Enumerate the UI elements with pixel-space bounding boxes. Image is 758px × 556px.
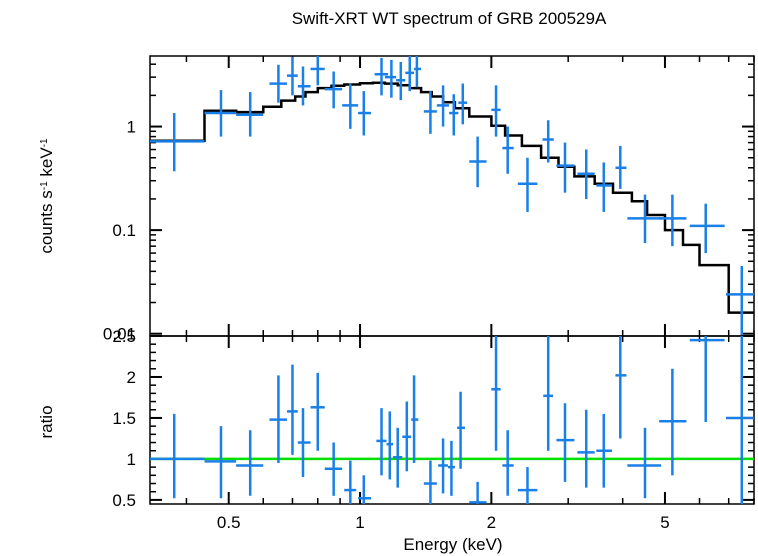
data-point: [556, 142, 575, 193]
ratio-point: [517, 467, 538, 504]
data-point: [458, 83, 468, 125]
ratio-point: [502, 430, 514, 496]
ratio-point: [269, 375, 287, 464]
data-point: [358, 91, 372, 136]
ratio-point: [204, 426, 237, 499]
data-point: [204, 90, 237, 137]
y-label-exp1: -1: [39, 181, 50, 190]
x-tick-label: 2: [487, 513, 496, 532]
ratio-point: [491, 336, 501, 451]
data-point: [542, 120, 554, 163]
data-point: [374, 57, 389, 96]
spectrum-y-axis-label: counts s-1 keV-1: [37, 138, 56, 254]
y-tick-label: 0.1: [112, 221, 136, 240]
x-tick-label: 5: [660, 513, 669, 532]
y-tick-label: 0.5: [112, 491, 136, 510]
x-axis-label: Energy (keV): [403, 535, 502, 554]
ratio-point: [376, 408, 387, 476]
ratio-point: [402, 401, 412, 472]
data-point: [615, 145, 627, 189]
data-point: [502, 126, 514, 174]
data-point: [689, 203, 725, 254]
data-point: [725, 266, 754, 336]
ratio-point: [411, 375, 419, 464]
data-point: [236, 92, 264, 137]
data-point: [627, 194, 662, 244]
ratio-point: [689, 336, 725, 423]
data-point: [405, 56, 415, 92]
data-point: [297, 66, 311, 106]
ratio-panel: 0.5 1 1.5 2 2.5 0.5 1 2 5 ratio Energy (keV): [37, 327, 755, 554]
data-point: [449, 94, 459, 136]
ratio-point: [150, 413, 205, 499]
ratio-point: [297, 408, 311, 477]
y-tick-label: 1.5: [112, 409, 136, 428]
data-point: [469, 136, 487, 188]
data-point: [436, 85, 450, 127]
y-tick-label: 1: [127, 450, 136, 469]
data-point: [491, 85, 501, 137]
ratio-point: [457, 391, 465, 469]
ratio-point: [358, 475, 372, 504]
data-point: [659, 194, 687, 247]
data-point: [286, 56, 298, 96]
data-point: [150, 113, 205, 172]
ratio-plot-frame: [149, 335, 755, 505]
data-point: [324, 71, 343, 109]
ratio-point: [438, 438, 448, 494]
data-point: [423, 91, 437, 134]
ratio-point: [659, 368, 687, 476]
ratio-point: [310, 372, 325, 451]
spectrum-axis-ticks: [150, 56, 755, 336]
ratio-point: [469, 481, 487, 504]
y-label-exp2: -1: [39, 138, 50, 147]
ratio-point: [423, 460, 437, 504]
ratio-point: [286, 364, 298, 455]
ratio-point: [543, 336, 554, 451]
y-tick-label: 1: [127, 118, 136, 137]
data-point: [396, 62, 406, 101]
ratio-x-tick-labels: 0.5 1 2 5: [217, 513, 670, 532]
ratio-point: [392, 427, 403, 488]
spectrum-y-tick-labels: 0.01 0.1 1: [103, 118, 136, 344]
ratio-point: [344, 460, 357, 504]
model-step-line: [150, 81, 754, 314]
x-tick-label: 0.5: [217, 513, 241, 532]
chart-title: Swift-XRT WT spectrum of GRB 200529A: [292, 9, 607, 28]
ratio-y-axis-label: ratio: [37, 405, 56, 438]
spectrum-data-points: [150, 56, 754, 336]
ratio-point: [386, 411, 393, 480]
ratio-point: [725, 336, 754, 504]
data-point: [269, 64, 287, 103]
ratio-point: [596, 413, 612, 488]
ratio-point: [324, 442, 343, 496]
ratio-point: [447, 440, 455, 496]
y-label-mid: keV: [37, 147, 56, 182]
ratio-data-points: [150, 336, 754, 504]
spectrum-model: [150, 81, 754, 314]
ratio-point: [627, 427, 662, 499]
ratio-y-tick-labels: 0.5 1 1.5 2 2.5: [112, 327, 136, 510]
ratio-point: [236, 430, 264, 496]
spectrum-plot-frame: [149, 55, 755, 337]
y-tick-label: 2: [127, 368, 136, 387]
y-tick-label: 2.5: [112, 327, 136, 346]
ratio-point: [577, 409, 595, 488]
data-point: [577, 149, 595, 199]
data-point: [342, 83, 359, 129]
x-tick-label: 1: [355, 513, 364, 532]
spectrum-panel: 0.010.11 counts s-1 keV-1: [37, 55, 755, 344]
data-point: [414, 56, 422, 88]
ratio-point: [556, 403, 575, 482]
y-label-base: counts s: [37, 190, 56, 253]
data-point: [596, 162, 612, 212]
data-point: [310, 56, 325, 86]
ratio-point: [615, 336, 627, 439]
y-tick-label: 0.01: [103, 325, 136, 344]
data-point: [517, 157, 538, 212]
data-point: [384, 59, 397, 98]
